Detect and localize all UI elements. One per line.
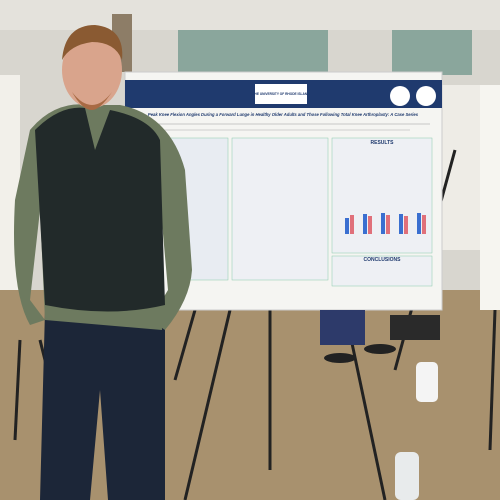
logo-box xyxy=(255,84,307,104)
section-heading: CONCLUSIONS xyxy=(364,257,402,263)
person xyxy=(14,25,192,500)
seal xyxy=(416,86,436,106)
poster-title: Peak Knee Flexion Angles During a Forwar… xyxy=(148,112,419,117)
visitor-legs xyxy=(320,310,440,363)
section-heading: RESULTS xyxy=(371,140,395,146)
panel xyxy=(331,137,433,254)
logo-text: THE UNIVERSITY OF RHODE ISLAND xyxy=(253,92,310,96)
mini-bar-chart xyxy=(345,213,426,234)
panel xyxy=(231,137,329,281)
window xyxy=(178,30,328,72)
seal xyxy=(390,86,410,106)
panel xyxy=(331,255,433,287)
board xyxy=(480,85,500,310)
window xyxy=(392,30,472,75)
bottle xyxy=(416,362,438,402)
board xyxy=(438,85,488,250)
water-bottle xyxy=(395,452,419,500)
